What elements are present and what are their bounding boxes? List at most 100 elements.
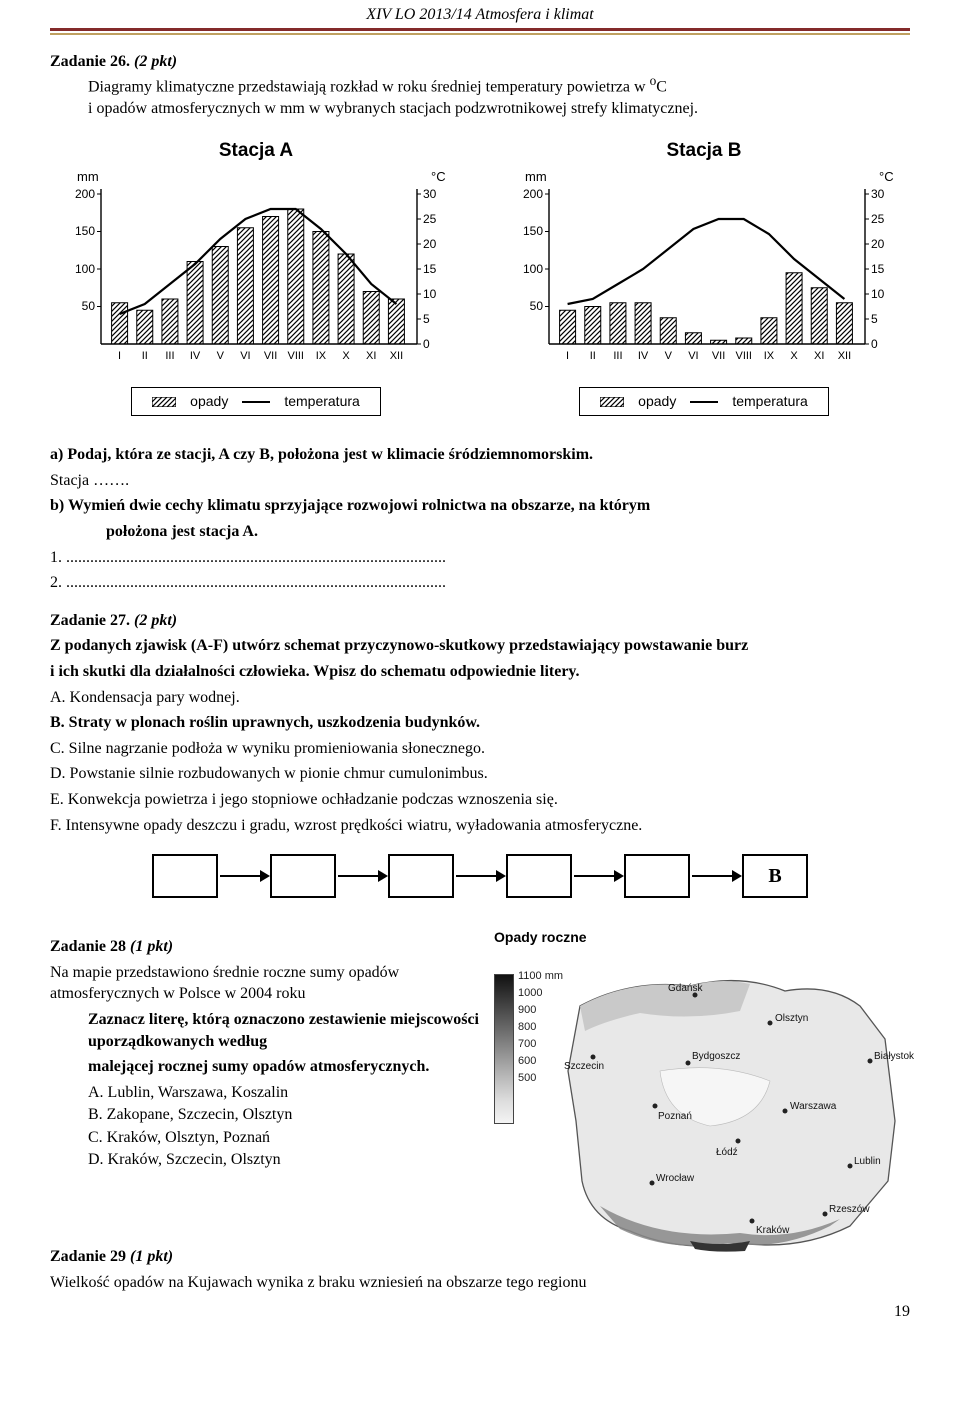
chart-b-degc: °C bbox=[879, 169, 894, 184]
task27-F: F. Intensywne opady deszczu i gradu, wzr… bbox=[50, 815, 910, 837]
svg-text:I: I bbox=[118, 350, 121, 362]
chart-a-yc2: 20 bbox=[423, 237, 437, 251]
q26b: b) Wymień dwie cechy klimatu sprzyjające… bbox=[50, 495, 910, 517]
chart-a-ym0: 200 bbox=[74, 187, 94, 201]
task28-p1: Na mapie przedstawiono średnie roczne su… bbox=[50, 962, 480, 1005]
task27-title: Zadanie 27. bbox=[50, 612, 130, 629]
task26-body: Diagramy klimatyczne przedstawiają rozkł… bbox=[88, 72, 910, 120]
task27-C: C. Silne nagrzanie podłoża w wyniku prom… bbox=[50, 738, 910, 760]
chart-a: Stacja A mm °C 200 150 100 50 30 bbox=[50, 138, 462, 417]
page-header: XIV LO 2013/14 Atmosfera i klimat bbox=[50, 0, 910, 31]
climate-charts: Stacja A mm °C 200 150 100 50 30 bbox=[50, 138, 910, 417]
task28-p2b: malejącej rocznej sumy opadów atmosferyc… bbox=[88, 1056, 480, 1078]
chart-b-bars bbox=[559, 273, 852, 344]
svg-text:VII: VII bbox=[711, 350, 724, 362]
svg-text:VII: VII bbox=[263, 350, 276, 362]
chart-a-yc4: 10 bbox=[423, 287, 437, 301]
svg-text:II: II bbox=[141, 350, 147, 362]
lbl-rzeszow: Rzeszów bbox=[829, 1204, 870, 1215]
task27-B: B. Straty w plonach roślin uprawnych, us… bbox=[50, 712, 910, 734]
arrow-icon bbox=[456, 875, 504, 877]
task26-text1b: C bbox=[656, 79, 667, 96]
svg-text:X: X bbox=[342, 350, 350, 362]
chart-a-title: Stacja A bbox=[50, 138, 462, 164]
task27-A: A. Kondensacja pary wodnej. bbox=[50, 687, 910, 709]
chart-b-templine bbox=[567, 219, 844, 304]
task28-row: Zadanie 28 (1 pkt) Na mapie przedstawion… bbox=[50, 928, 910, 1238]
chart-b-svg: mm °C 200 150 100 50 30 25 20 15 10 5 0 … bbox=[507, 169, 902, 379]
task26-title: Zadanie 26. bbox=[50, 53, 130, 70]
flow-box-6: B bbox=[742, 854, 808, 898]
svg-text:IV: IV bbox=[189, 350, 200, 362]
q26a-text: ) Podaj, która ze stacji, A czy B, położ… bbox=[58, 446, 593, 463]
svg-text:II: II bbox=[589, 350, 595, 362]
task29-title: Zadanie 29 bbox=[50, 1248, 126, 1265]
task28-B: B. Zakopane, Szczecin, Olsztyn bbox=[88, 1104, 480, 1126]
flow-diagram: B bbox=[50, 854, 910, 898]
chart-b-ym3: 50 bbox=[529, 299, 543, 313]
legend-opady: opady bbox=[190, 392, 228, 411]
chart-b-ym0: 200 bbox=[522, 187, 542, 201]
chart-b-ym2: 100 bbox=[522, 262, 542, 276]
svg-text:V: V bbox=[216, 350, 224, 362]
task28-options: A. Lublin, Warszawa, Koszalin B. Zakopan… bbox=[88, 1082, 480, 1171]
arrow-icon bbox=[220, 875, 268, 877]
svg-text:VIII: VIII bbox=[287, 350, 304, 362]
legend-temp: temperatura bbox=[732, 392, 807, 411]
legend-opady: opady bbox=[638, 392, 676, 411]
chart-a-yc0: 30 bbox=[423, 187, 437, 201]
chart-a-ym1: 150 bbox=[74, 224, 94, 238]
header-divider bbox=[50, 33, 910, 35]
svg-text:X: X bbox=[790, 350, 798, 362]
task28-pkt: (1 pkt) bbox=[130, 938, 173, 955]
chart-a-yc3: 15 bbox=[423, 262, 437, 276]
q26-line2: 2. .....................................… bbox=[50, 572, 910, 594]
flow-box-2 bbox=[270, 854, 336, 898]
lbl-olsztyn: Olsztyn bbox=[775, 1013, 808, 1024]
legend-temp: temperatura bbox=[284, 392, 359, 411]
chart-b-yc5: 5 bbox=[871, 312, 878, 326]
chart-b-yc3: 15 bbox=[871, 262, 885, 276]
task29-p: Wielkość opadów na Kujawach wynika z bra… bbox=[50, 1272, 910, 1294]
hatch-icon bbox=[600, 397, 624, 407]
q26-line1: 1. .....................................… bbox=[50, 547, 910, 569]
svg-text:VIII: VIII bbox=[735, 350, 752, 362]
flow-box-4 bbox=[506, 854, 572, 898]
lg1: 1000 bbox=[518, 985, 563, 1002]
lbl-wroclaw: Wrocław bbox=[656, 1173, 695, 1184]
map-legend-labels: 1100 mm 1000 900 800 700 600 500 bbox=[518, 968, 563, 1087]
chart-a-svg: mm °C 200 150 100 50 30 25 20 15 10 5 0 bbox=[59, 169, 454, 379]
flow-box-5 bbox=[624, 854, 690, 898]
chart-a-yc1: 25 bbox=[423, 212, 437, 226]
task27-E: E. Konwekcja powietrza i jego stopniowe … bbox=[50, 789, 910, 811]
svg-text:XII: XII bbox=[837, 350, 850, 362]
chart-a-templine bbox=[119, 209, 396, 314]
map-legend-gradient bbox=[494, 974, 514, 1124]
page-number: 19 bbox=[50, 1301, 910, 1323]
chart-a-degc: °C bbox=[431, 169, 446, 184]
task27-head: Zadanie 27. (2 pkt) bbox=[50, 610, 910, 632]
svg-text:VI: VI bbox=[240, 350, 250, 362]
task26-text1: Diagramy klimatyczne przedstawiają rozkł… bbox=[88, 79, 650, 96]
task28-D: D. Kraków, Szczecin, Olsztyn bbox=[88, 1149, 480, 1171]
task29-pkt: (1 pkt) bbox=[130, 1248, 173, 1265]
line-icon bbox=[690, 401, 718, 403]
task28-right: Opady roczne 1100 mm 1000 900 800 700 60… bbox=[490, 928, 920, 1238]
q26a-stacja: Stacja ……. bbox=[50, 470, 910, 492]
lbl-gdansk: Gdańsk bbox=[668, 983, 703, 994]
svg-text:V: V bbox=[664, 350, 672, 362]
chart-a-ym2: 100 bbox=[74, 262, 94, 276]
lg2: 900 bbox=[518, 1002, 563, 1019]
q26a: a) Podaj, która ze stacji, A czy B, poło… bbox=[50, 444, 910, 466]
flow-box-1 bbox=[152, 854, 218, 898]
line-icon bbox=[242, 401, 270, 403]
chart-a-bars bbox=[111, 209, 404, 344]
chart-a-ym3: 50 bbox=[81, 299, 95, 313]
lbl-bialystok: Białystok bbox=[874, 1051, 915, 1062]
chart-a-legend: opady temperatura bbox=[131, 387, 381, 416]
chart-b: Stacja B mm °C 200 150 100 50 30 25 20 bbox=[498, 138, 910, 417]
task28-left: Zadanie 28 (1 pkt) Na mapie przedstawion… bbox=[50, 928, 480, 1238]
task28-title: Zadanie 28 bbox=[50, 938, 126, 955]
lbl-lodz: Łódź bbox=[716, 1147, 738, 1158]
svg-text:I: I bbox=[566, 350, 569, 362]
